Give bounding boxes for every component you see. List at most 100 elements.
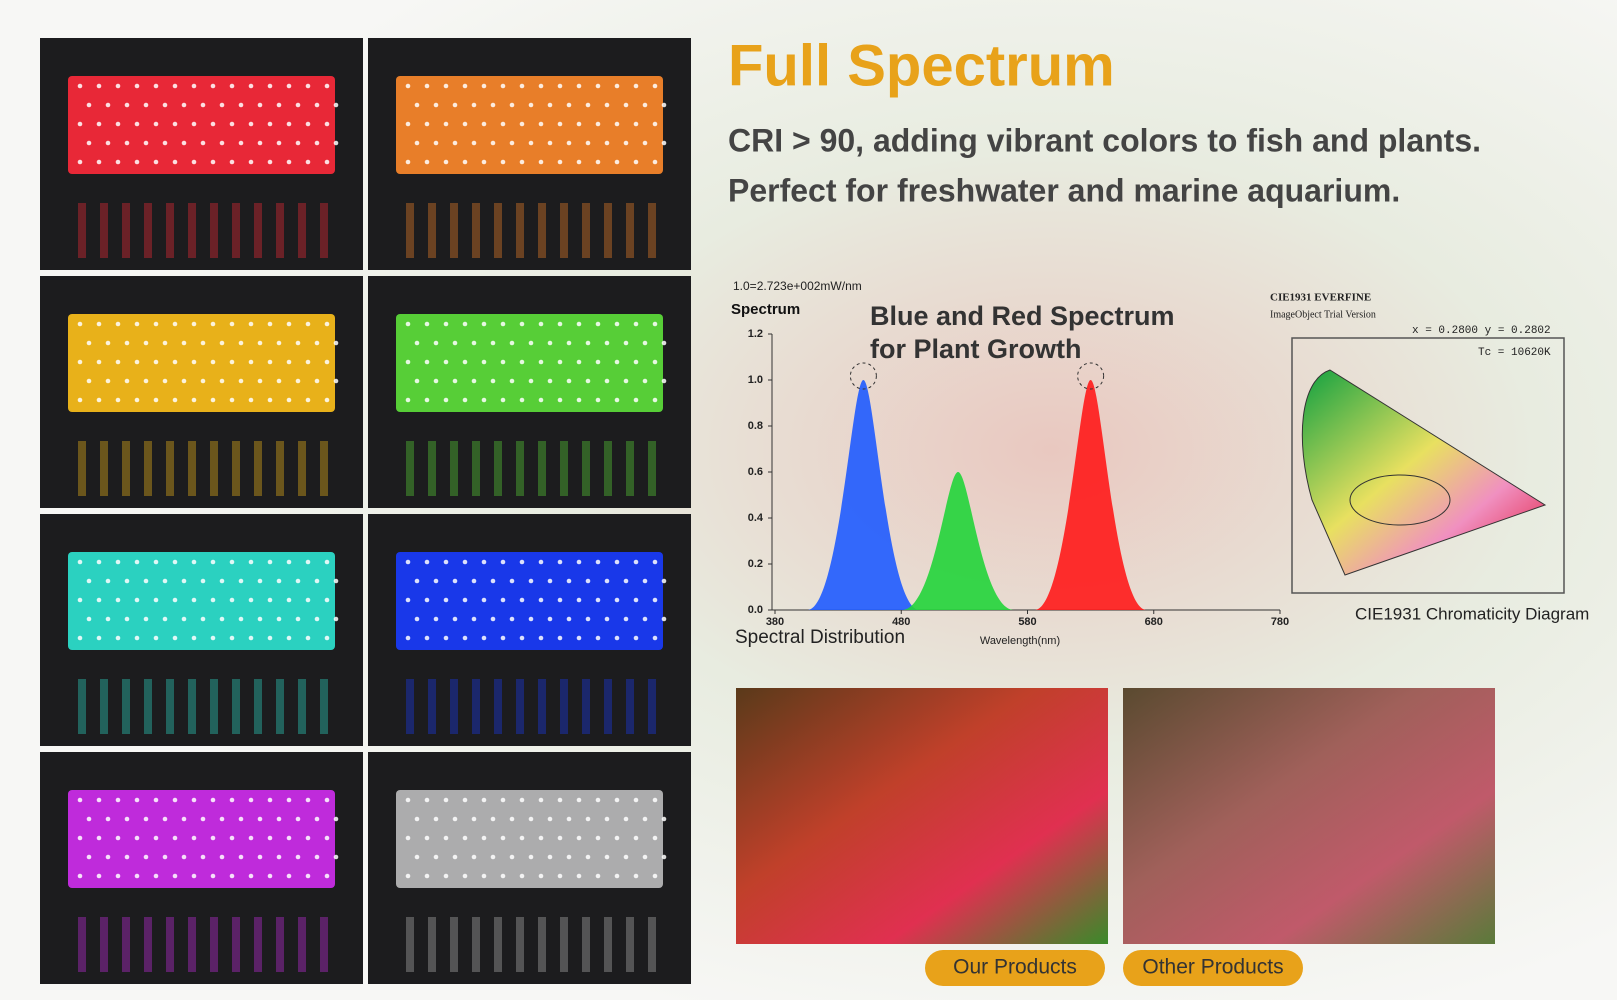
led-dot [414, 140, 420, 146]
x-tick-label: 480 [892, 616, 910, 628]
led-dot [547, 616, 553, 622]
reflection [254, 203, 262, 258]
led-dot [557, 559, 563, 565]
led-dot [191, 559, 197, 565]
led-dot [604, 578, 610, 584]
led-dot [585, 816, 591, 822]
led-dot [661, 340, 667, 346]
led-dot [462, 635, 468, 641]
led-dot [286, 797, 292, 803]
led-dot [257, 616, 263, 622]
led-dot [305, 797, 311, 803]
led-dot [115, 321, 121, 327]
led-dot [115, 121, 121, 127]
led-dot [305, 83, 311, 89]
led-dot [661, 102, 667, 108]
reflection [122, 203, 130, 258]
reflection [210, 917, 218, 972]
led-dot [219, 378, 225, 384]
led-dot [405, 121, 411, 127]
led-dot [528, 854, 534, 860]
label-pill [1123, 950, 1303, 986]
led-dot [633, 83, 639, 89]
led-dot [96, 159, 102, 165]
led-dot [519, 597, 525, 603]
led-dot [633, 597, 639, 603]
led-dot [86, 578, 92, 584]
led-dot [471, 378, 477, 384]
led-dot [229, 359, 235, 365]
reflection [78, 679, 86, 734]
led-dot [538, 559, 544, 565]
led-dot [604, 340, 610, 346]
led-dot [424, 835, 430, 841]
led-dot [238, 340, 244, 346]
led-dot [267, 159, 273, 165]
led-dot [257, 340, 263, 346]
led-dot [267, 835, 273, 841]
led-dot [115, 635, 121, 641]
led-dot [162, 816, 168, 822]
led-dot [286, 397, 292, 403]
led-dot [134, 559, 140, 565]
led-dot [443, 359, 449, 365]
led-dot [115, 83, 121, 89]
led-dot [652, 83, 658, 89]
led-dot [124, 616, 130, 622]
led-dot [143, 102, 149, 108]
led-dot [433, 578, 439, 584]
led-dot [115, 559, 121, 565]
led-dot [481, 597, 487, 603]
led-dot [229, 873, 235, 879]
led-dot [191, 397, 197, 403]
led-dot [490, 578, 496, 584]
caption: Spectral Distribution [735, 627, 905, 648]
led-dot [200, 616, 206, 622]
led-dot [566, 854, 572, 860]
led-dot [134, 835, 140, 841]
led-dot [143, 854, 149, 860]
led-dot [305, 635, 311, 641]
led-dot [115, 359, 121, 365]
led-dot [471, 854, 477, 860]
led-dot [557, 797, 563, 803]
reflection [648, 203, 656, 258]
led-dot [210, 635, 216, 641]
led-dot [181, 578, 187, 584]
reflection [166, 917, 174, 972]
led-dot [443, 635, 449, 641]
led-dot [314, 816, 320, 822]
reflection [320, 441, 328, 496]
led-dot [96, 797, 102, 803]
led-dot [172, 597, 178, 603]
led-dot [614, 397, 620, 403]
led-dot [248, 797, 254, 803]
led-dot [633, 321, 639, 327]
led-dot [500, 835, 506, 841]
reflection [276, 917, 284, 972]
led-dot [105, 340, 111, 346]
led-dot [219, 578, 225, 584]
led-dot [519, 835, 525, 841]
reflection [210, 441, 218, 496]
x-tick-label: 780 [1271, 616, 1289, 628]
led-dot [538, 321, 544, 327]
led-dot [623, 578, 629, 584]
led-dot [614, 635, 620, 641]
led-dot [286, 635, 292, 641]
led-dot [96, 597, 102, 603]
led-dot [134, 321, 140, 327]
led-dot [500, 597, 506, 603]
led-dot [153, 559, 159, 565]
led-dot [105, 854, 111, 860]
reflection [604, 917, 612, 972]
panel [396, 314, 667, 496]
led-dot [642, 616, 648, 622]
panel [396, 790, 667, 972]
led-dot [414, 578, 420, 584]
led-dot [462, 873, 468, 879]
led-dot [77, 635, 83, 641]
led-dot [267, 121, 273, 127]
y-tick-label: 1.2 [748, 328, 763, 340]
led-dot [324, 797, 330, 803]
